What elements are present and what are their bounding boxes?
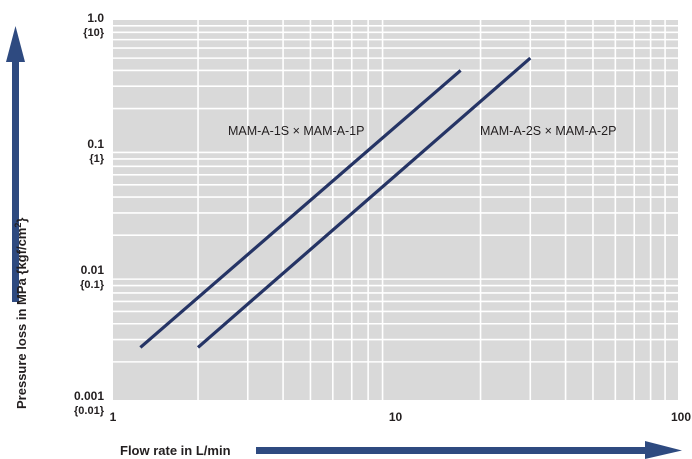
grid bbox=[113, 20, 678, 400]
y-tick-label: 0.001 bbox=[74, 389, 104, 403]
y-axis-title-text: Pressure loss in MPa {kgf/cm bbox=[14, 228, 29, 409]
y-tick-label: 0.01 bbox=[81, 263, 105, 277]
y-tick-sublabel: {0.01} bbox=[74, 405, 105, 417]
x-axis-title: Flow rate in L/min bbox=[120, 443, 231, 458]
y-axis-title-superscript: 2 bbox=[13, 223, 23, 228]
x-tick-label: 100 bbox=[671, 410, 691, 424]
x-axis-arrow bbox=[256, 441, 682, 459]
y-tick-sublabel: {10} bbox=[83, 27, 105, 39]
y-tick-sublabel: {1} bbox=[89, 153, 104, 165]
series-line-2 bbox=[196, 56, 532, 349]
y-axis-title-close: } bbox=[14, 218, 29, 223]
series-label-1s-1p: MAM-A-1S × MAM-A-1P bbox=[228, 124, 364, 138]
x-tick-label: 1 bbox=[110, 410, 117, 424]
y-tick-label: 0.1 bbox=[87, 137, 104, 151]
y-tick-label: 1.0 bbox=[87, 11, 104, 25]
series-line-1 bbox=[139, 69, 462, 349]
x-tick-label: 10 bbox=[389, 410, 403, 424]
y-axis-title: Pressure loss in MPa {kgf/cm2} bbox=[13, 218, 29, 409]
y-axis-arrow bbox=[6, 26, 25, 302]
series-label-2s-2p: MAM-A-2S × MAM-A-2P bbox=[480, 124, 616, 138]
x-tick-labels: 1 10 100 bbox=[110, 410, 692, 424]
y-tick-labels: 1.0 {10} 0.1 {1} 0.01 {0.1} 0.001 {0.01} bbox=[74, 11, 105, 417]
plot-area bbox=[113, 20, 678, 400]
series-lines bbox=[139, 56, 532, 349]
y-tick-sublabel: {0.1} bbox=[80, 279, 105, 291]
